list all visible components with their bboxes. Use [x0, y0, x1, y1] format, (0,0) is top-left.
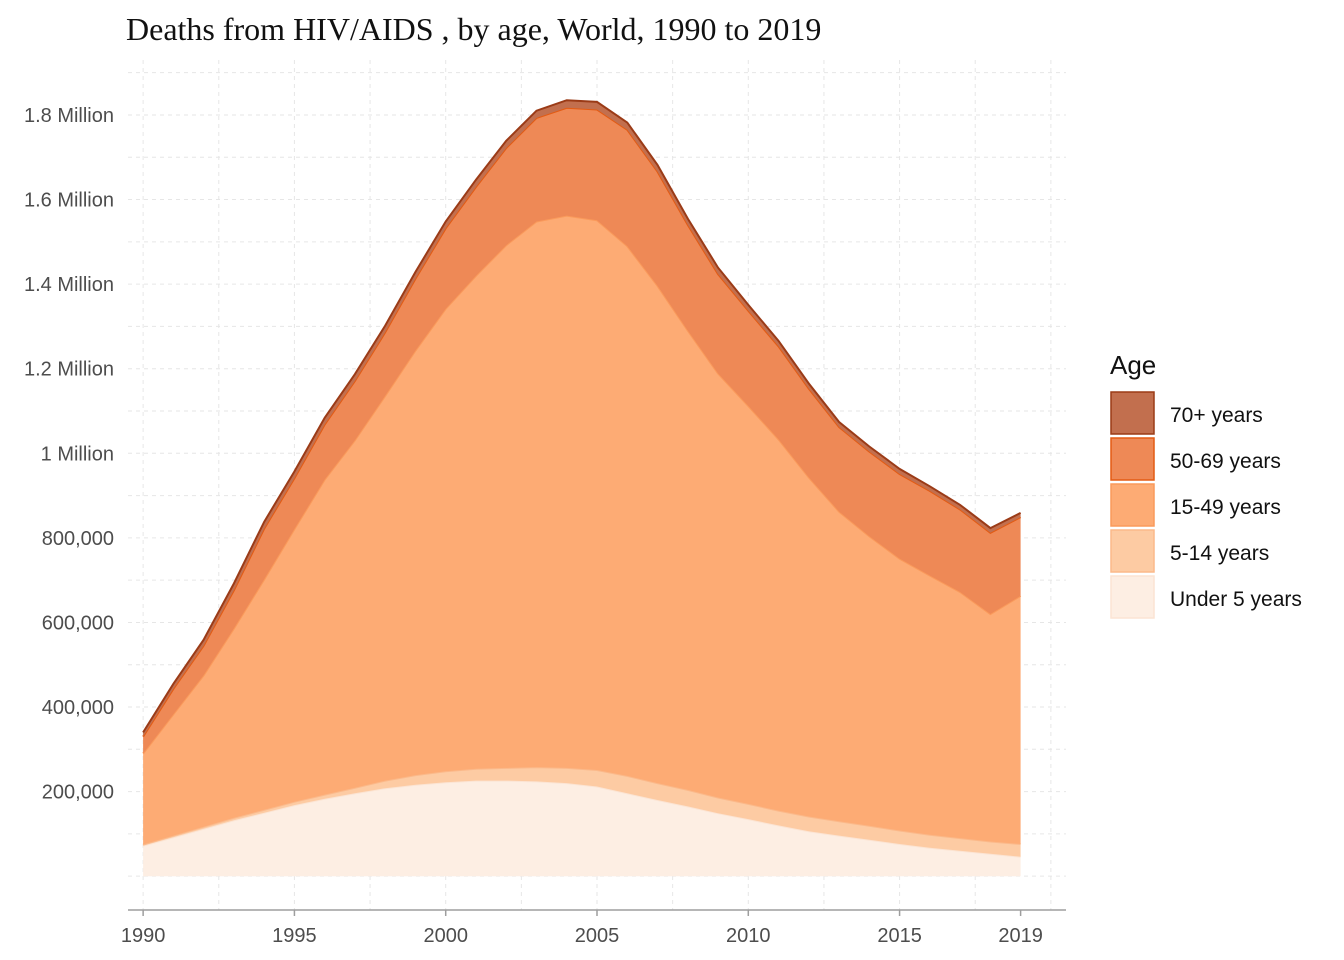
- chart-title: Deaths from HIV/AIDS , by age, World, 19…: [126, 11, 821, 47]
- x-tick-label: 2019: [998, 925, 1043, 947]
- y-tick-label: 1 Million: [41, 443, 114, 465]
- area-series-0: [143, 780, 1021, 877]
- legend-key: [1110, 529, 1155, 573]
- x-tick-label: 1990: [121, 925, 166, 947]
- axes: 1990 1995 2000 2005 2010 2015 2019 200,000 400,0…: [24, 105, 1066, 947]
- y-tick-label: 1.8 Million: [24, 105, 114, 127]
- x-tick-label: 2005: [575, 925, 620, 947]
- x-tick-label: 2000: [423, 925, 468, 947]
- x-tick-label: 2010: [726, 925, 771, 947]
- stacked-areas: [142, 99, 1022, 877]
- x-tick-label: 2015: [877, 925, 922, 947]
- legend-key: [1110, 391, 1155, 435]
- area-line-series-3: [142, 106, 1022, 738]
- legend-key: [1110, 483, 1155, 527]
- legend-label: Under 5 years: [1170, 588, 1302, 611]
- legend-key: [1110, 575, 1155, 619]
- legend-title: Age: [1110, 350, 1156, 380]
- legend-label: 70+ years: [1170, 404, 1263, 427]
- y-tick-label: 1.2 Million: [24, 359, 114, 381]
- legend-label: 5-14 years: [1170, 542, 1269, 565]
- legend-label: 50-69 years: [1170, 450, 1281, 473]
- y-tick-label: 400,000: [42, 697, 114, 719]
- area-line-series-4: [142, 99, 1022, 733]
- area-series-1: [143, 767, 1021, 857]
- legend: Age 70+ years 50-69 years 15-49 years 5-14 …: [1110, 350, 1302, 619]
- y-tick-label: 1.4 Million: [24, 274, 114, 296]
- y-tick-label: 800,000: [42, 528, 114, 550]
- y-tick-label: 600,000: [42, 612, 114, 634]
- area-series-2: [143, 215, 1021, 845]
- legend-label: 15-49 years: [1170, 496, 1281, 519]
- x-tick-label: 1995: [272, 925, 317, 947]
- legend-key: [1110, 437, 1155, 481]
- y-tick-label: 1.6 Million: [24, 190, 114, 212]
- y-tick-label: 200,000: [42, 782, 114, 804]
